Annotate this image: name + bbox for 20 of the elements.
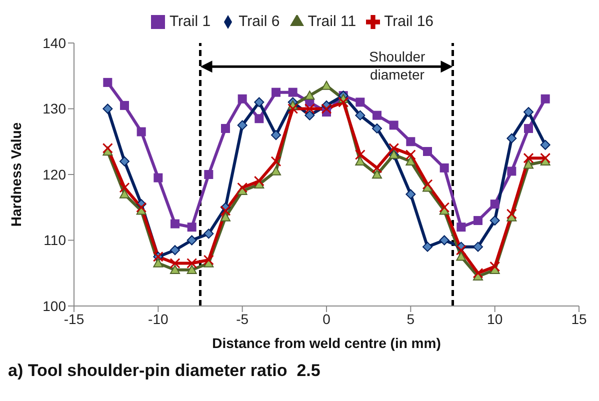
y-tick-label: 140 (42, 34, 66, 51)
x-tick-label: -5 (236, 310, 249, 327)
x-tick-label: -15 (64, 310, 84, 327)
y-axis-title: Hardness Value (8, 122, 24, 227)
x-tick-label: 15 (571, 310, 587, 327)
x-tick-label: 10 (487, 310, 503, 327)
x-tick-label: 0 (322, 310, 331, 327)
y-tick-label: 130 (42, 100, 66, 117)
x-axis-title: Distance from weld centre (in mm) (212, 335, 441, 351)
y-tick-label: 120 (42, 166, 66, 182)
legend-label: Trail 11 (308, 13, 356, 30)
legend-label: Trail 1 (169, 13, 211, 30)
x-tick-label: 5 (406, 310, 415, 327)
annotation: Shoulder diameter (369, 48, 426, 83)
y-tick-label: 110 (44, 232, 66, 248)
x-tick-label: -10 (148, 310, 168, 327)
text: a) Tool shoulder-pin diameter ratio 2.5 (8, 361, 322, 381)
legend-label: Trail 6 (238, 13, 280, 30)
legend-label: Trail 16 (384, 13, 434, 30)
y-tick-label: 100 (42, 298, 66, 314)
